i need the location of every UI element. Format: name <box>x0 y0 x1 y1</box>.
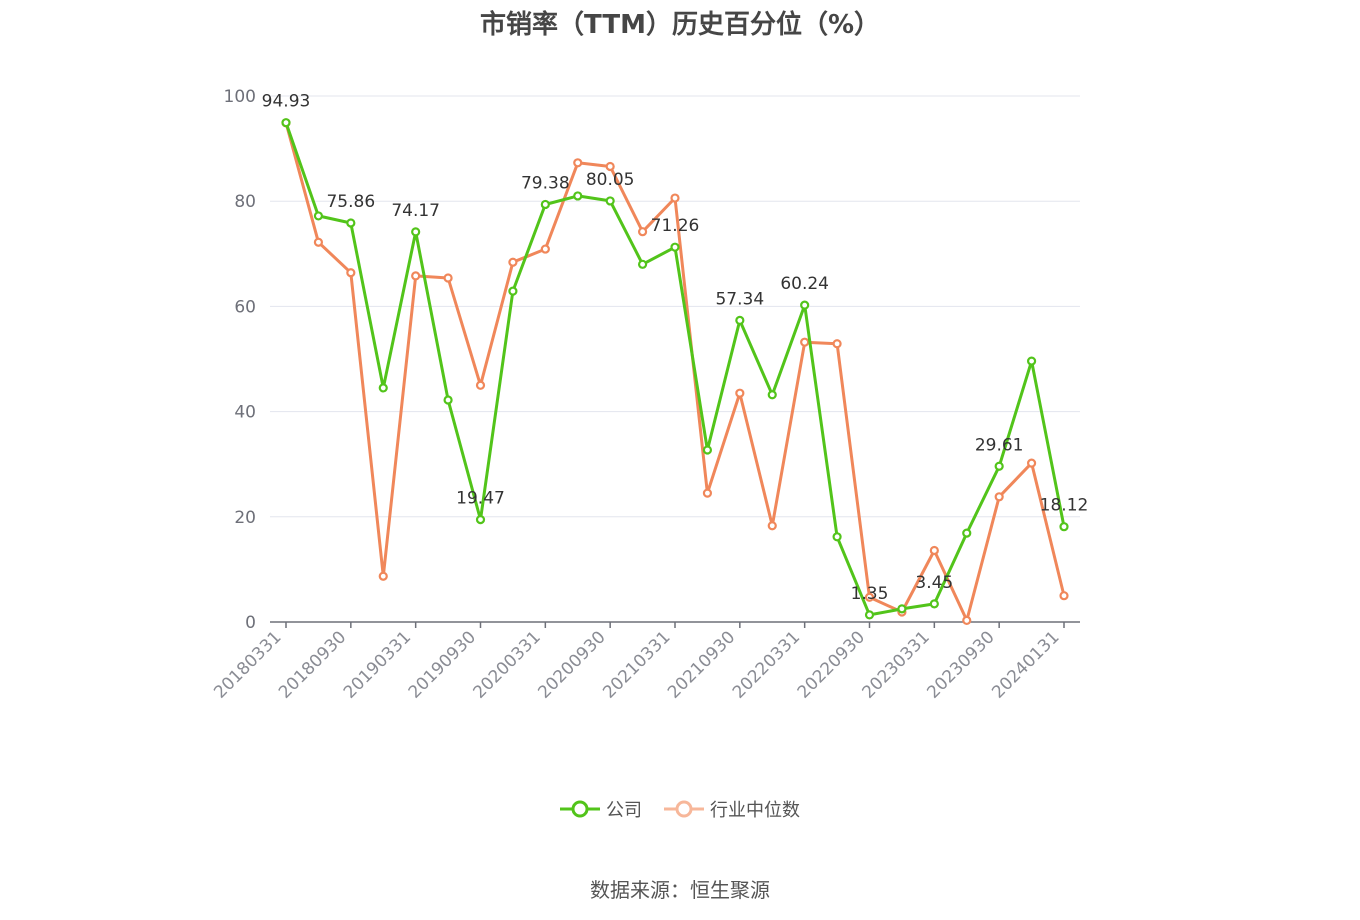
legend-item-industry[interactable]: 行业中位数 <box>664 796 800 822</box>
data-point-industry <box>767 521 777 531</box>
x-tick-label: 20190331 <box>340 627 415 702</box>
data-label: 57.34 <box>715 289 764 309</box>
x-tick-label: 20230331 <box>859 627 934 702</box>
data-point-company <box>832 532 842 542</box>
data-point-company <box>864 610 875 620</box>
data-point-company <box>605 196 615 206</box>
y-tick-label: 20 <box>234 508 256 528</box>
data-label: 19.47 <box>456 489 505 509</box>
data-point-company <box>897 604 907 614</box>
y-tick-label: 60 <box>234 297 256 317</box>
x-tick-label: 20210331 <box>599 627 674 702</box>
data-point-industry <box>735 388 745 398</box>
data-point-company <box>767 390 777 400</box>
data-label: 29.61 <box>975 435 1024 455</box>
data-point-industry <box>540 244 550 254</box>
data-point-industry <box>670 193 680 203</box>
data-point-industry <box>702 488 713 498</box>
y-tick-label: 0 <box>245 613 256 633</box>
data-point-industry <box>864 592 875 602</box>
x-tick-label: 20220930 <box>794 627 869 702</box>
y-tick-label: 80 <box>234 192 256 212</box>
data-point-company <box>443 395 453 405</box>
data-point-industry <box>994 492 1004 502</box>
data-label: 79.38 <box>521 173 570 193</box>
data-point-industry <box>605 161 615 172</box>
data-point-company <box>508 286 518 296</box>
data-point-industry <box>573 158 583 168</box>
x-tick-label: 20220331 <box>729 627 804 702</box>
data-point-industry <box>475 380 486 390</box>
x-tick-label: 20240131 <box>988 627 1063 702</box>
data-point-industry <box>411 271 421 281</box>
data-point-industry <box>832 339 842 349</box>
x-tick-label: 20190930 <box>405 627 480 702</box>
data-labels: 94.93 75.86 74.17 19.47 79.38 80.05 71.26 57.34… <box>262 92 1089 604</box>
data-point-company <box>962 528 972 538</box>
x-tick-label: 20210930 <box>664 627 739 702</box>
y-tick-label: 100 <box>224 87 256 107</box>
data-point-company <box>735 315 745 325</box>
chart-title: 市销率（TTM）历史百分位（%） <box>480 10 880 40</box>
x-tick-label: 20200930 <box>534 627 609 702</box>
data-point-company <box>411 227 421 237</box>
legend-industry-marker-icon <box>664 800 704 818</box>
data-point-company <box>378 383 388 393</box>
grid-lines <box>270 95 1080 518</box>
data-source: 数据来源：恒生聚源 <box>590 878 770 902</box>
data-point-company <box>346 218 356 228</box>
data-label: 60.24 <box>780 274 829 294</box>
data-point-company <box>573 191 583 201</box>
data-point-industry <box>508 257 518 267</box>
data-point-industry <box>637 227 648 237</box>
data-label: 74.17 <box>391 201 440 221</box>
legend-label-company: 公司 <box>606 800 642 821</box>
data-point-company <box>702 445 713 455</box>
data-point-industry <box>443 273 453 283</box>
data-point-company <box>994 461 1004 471</box>
data-point-company <box>1026 356 1037 366</box>
data-label: 1.35 <box>851 584 889 604</box>
data-point-industry <box>346 268 356 278</box>
data-point-industry <box>800 337 810 347</box>
data-point-company <box>281 118 291 128</box>
legend-company-marker-icon <box>560 800 600 818</box>
legend-label-industry: 行业中位数 <box>710 800 800 821</box>
x-tick-label: 20230930 <box>923 627 998 702</box>
x-tick-label: 20200331 <box>470 627 545 702</box>
x-tick-label: 20180930 <box>275 627 350 702</box>
legend-item-company[interactable]: 公司 <box>560 796 642 822</box>
legend: 公司 行业中位数 <box>0 796 1360 822</box>
data-label: 71.26 <box>651 216 700 236</box>
series-layer <box>281 118 1069 626</box>
data-label: 3.45 <box>915 573 953 593</box>
data-label: 18.12 <box>1040 496 1089 516</box>
data-point-company <box>475 514 486 525</box>
data-label: 75.86 <box>326 192 375 212</box>
data-point-company <box>670 242 680 252</box>
data-point-company <box>313 211 324 221</box>
data-point-company <box>540 199 550 210</box>
data-label: 80.05 <box>586 170 635 190</box>
data-point-industry <box>378 571 388 581</box>
data-point-company <box>1059 522 1069 532</box>
axes: 0 20 40 60 80 100 2018033120180930201903312019… <box>210 87 1080 703</box>
data-point-industry <box>1026 458 1037 468</box>
data-point-industry <box>929 545 939 556</box>
data-point-industry <box>313 237 324 247</box>
data-point-company <box>800 300 810 310</box>
x-tick-label: 20180331 <box>210 627 285 702</box>
data-point-industry <box>1059 591 1069 601</box>
data-point-industry <box>962 615 972 626</box>
data-point-company <box>929 599 939 609</box>
data-label: 94.93 <box>262 92 311 112</box>
data-point-company <box>637 259 648 269</box>
y-tick-label: 40 <box>234 403 256 423</box>
